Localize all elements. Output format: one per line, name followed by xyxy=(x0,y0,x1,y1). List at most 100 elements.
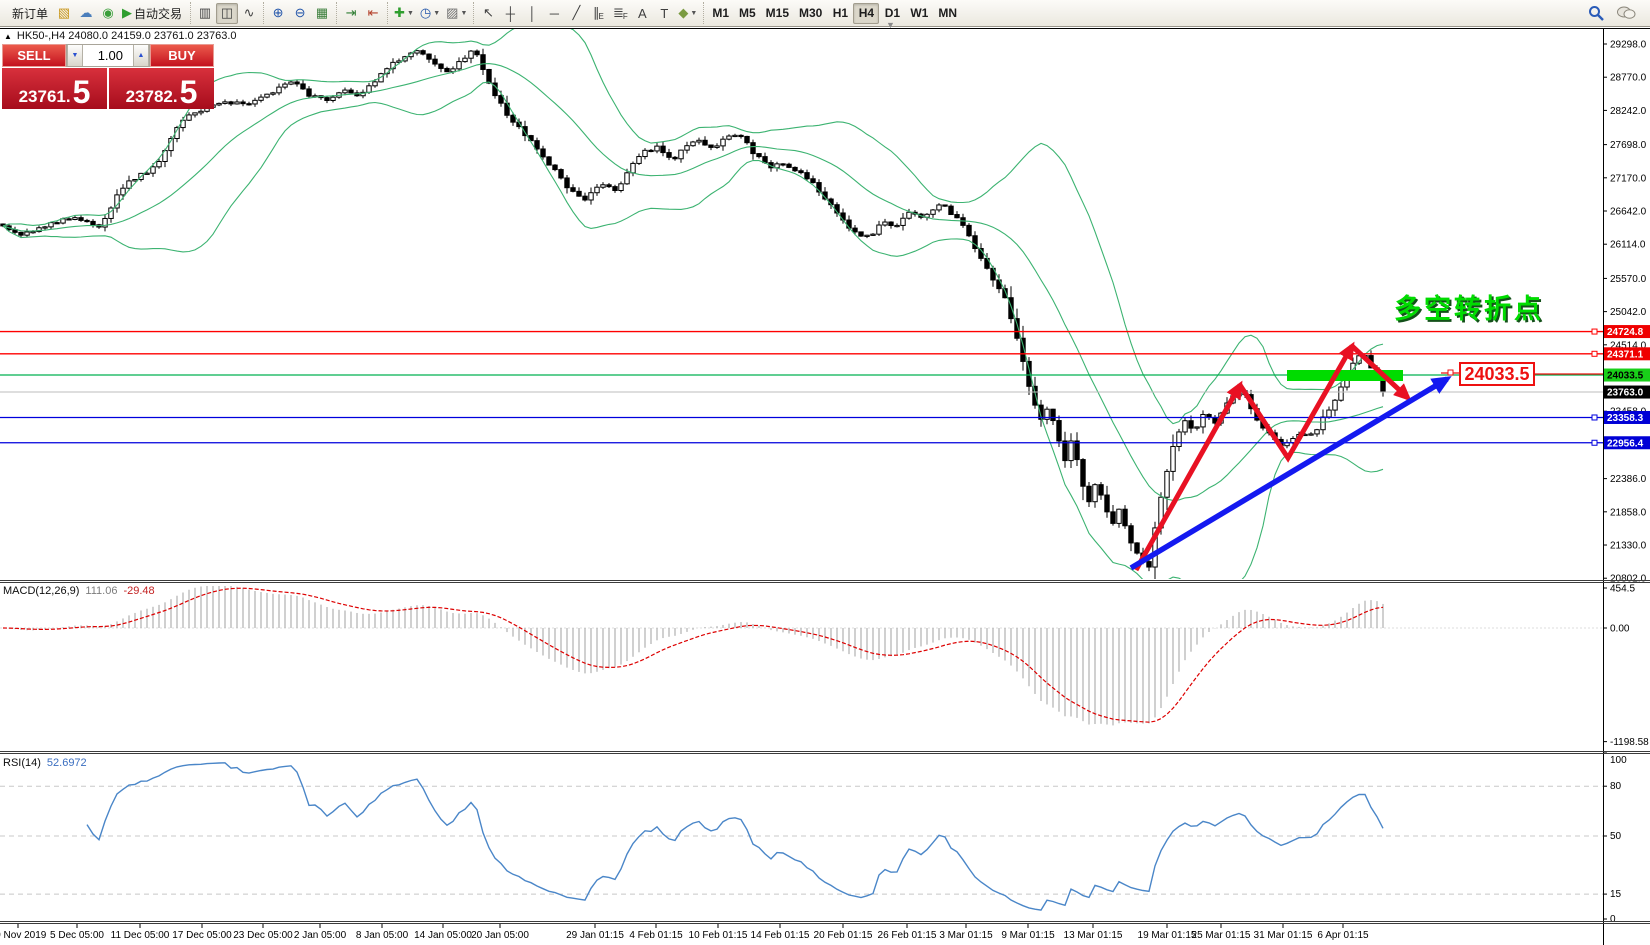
caret-down-icon: ▼ xyxy=(460,9,468,17)
crosshair-icon[interactable]: ┼ xyxy=(499,3,521,24)
panel-splitter-arrow[interactable]: ▼ xyxy=(886,20,895,30)
zoom-in-icon[interactable]: ⊕ xyxy=(267,3,289,24)
bollinger-upper-line xyxy=(2,29,1384,425)
sell-price-display[interactable]: 23761 . 5 xyxy=(2,68,107,109)
chat-icon[interactable] xyxy=(1616,5,1636,21)
trendline-icon: ╱ xyxy=(572,5,581,20)
label-icon[interactable]: T xyxy=(653,3,675,24)
support-line-22956-4-handle[interactable] xyxy=(1591,439,1598,446)
timeframe-mn[interactable]: MN xyxy=(933,3,962,24)
sell-button[interactable]: SELL xyxy=(2,44,66,67)
timeframe-m5[interactable]: M5 xyxy=(734,3,761,24)
price-callout-label[interactable]: 24033.5 xyxy=(1459,362,1535,386)
timeframe-h1[interactable]: H1 xyxy=(827,3,853,24)
crosshair-icon: ┼ xyxy=(505,5,515,21)
price-tick-label: 25570.0 xyxy=(1610,274,1647,285)
cursor-icon[interactable]: ↖ xyxy=(477,3,499,24)
macd-signal-value: -29.48 xyxy=(123,585,155,597)
callout-anchor-square xyxy=(1447,369,1454,376)
new-order-button[interactable]: 新订单 xyxy=(7,3,53,24)
date-tick-label: 9 Mar 01:15 xyxy=(1001,930,1055,941)
date-tick-label: 14 Feb 01:15 xyxy=(751,930,810,941)
red-zigzag-leg-3[interactable] xyxy=(1350,344,1412,402)
blue-trend-arrow[interactable] xyxy=(1129,376,1452,571)
search-icon[interactable] xyxy=(1588,5,1604,21)
rsi-tick-label: 80 xyxy=(1610,781,1622,792)
red-zigzag-leg-1[interactable] xyxy=(1133,380,1243,572)
timeframe-h4[interactable]: H4 xyxy=(853,2,880,24)
volume-increase-button[interactable]: ▲ xyxy=(133,45,149,66)
templates-button[interactable]: ▨ ▼ xyxy=(443,3,470,24)
vertical-line-icon[interactable]: │ xyxy=(521,3,543,24)
resistance-line-24724-8-badge-label: 24724.8 xyxy=(1607,327,1644,338)
pivot-line-24033-5-badge xyxy=(1604,368,1650,382)
timeframe-m1[interactable]: M1 xyxy=(707,3,734,24)
package-icon: ▧ xyxy=(57,5,71,20)
bar-chart-icon: ▥ xyxy=(198,5,212,20)
signal-icon[interactable]: ◉ xyxy=(97,3,119,24)
resistance-line-24371-1-badge xyxy=(1604,347,1650,361)
bollinger-lower-line xyxy=(2,81,1384,579)
autotrade-button[interactable]: ▶ 自动交易 xyxy=(119,3,187,24)
channel-icon: ∥ xyxy=(592,5,600,20)
timeframe-m15[interactable]: M15 xyxy=(761,3,794,24)
resistance-line-24724-8-handle[interactable] xyxy=(1591,328,1598,335)
date-tick-label: 19 Mar 01:15 xyxy=(1138,930,1197,941)
sell-price-main: 23761 xyxy=(18,87,66,106)
buy-price-main: 23782 xyxy=(125,87,173,106)
date-tick-label: 13 Mar 01:15 xyxy=(1064,930,1123,941)
macd-tick-label: 454.5 xyxy=(1610,584,1635,595)
package-icon[interactable]: ▧ xyxy=(53,3,75,24)
tile-windows-icon[interactable]: ▦ xyxy=(311,3,333,24)
timeframe-w1[interactable]: W1 xyxy=(905,3,933,24)
channel-icon[interactable]: ∥ E xyxy=(587,3,609,24)
pivot-annotation-text[interactable]: 多空转折点 xyxy=(1394,294,1544,324)
date-tick-label: 6 Apr 01:15 xyxy=(1317,930,1369,941)
horizontal-line-icon[interactable]: ─ xyxy=(543,3,565,24)
timeframe-d1[interactable]: D1 xyxy=(879,3,905,24)
trendline-icon[interactable]: ╱ xyxy=(565,3,587,24)
text-icon[interactable]: A xyxy=(631,3,653,24)
volume-decrease-button[interactable]: ▼ xyxy=(67,45,83,66)
zoom-in-icon: ⊕ xyxy=(272,5,284,20)
macd-value: 111.06 xyxy=(85,585,118,597)
buy-button[interactable]: BUY xyxy=(150,44,214,67)
line-chart-icon[interactable]: ∿ xyxy=(238,3,260,24)
volume-value[interactable]: 1.00 xyxy=(97,48,123,63)
indicators-button[interactable]: ✚ ▼ xyxy=(391,3,417,24)
arrows-icon[interactable]: ◆ ▼ xyxy=(675,3,700,24)
auto-scroll-icon[interactable]: ⇥ xyxy=(340,3,362,24)
macd-panel xyxy=(0,586,1603,726)
price-tick-label: 21330.0 xyxy=(1610,541,1647,552)
timeframe-m1-label: M1 xyxy=(712,6,729,20)
zoom-out-icon[interactable]: ⊖ xyxy=(289,3,311,24)
accounts-cloud-icon[interactable]: ☁ xyxy=(75,3,97,24)
bar-chart-icon[interactable]: ▥ xyxy=(194,3,216,24)
red-zigzag-leg-2[interactable] xyxy=(1237,341,1355,463)
candlestick-chart-icon[interactable]: ◫ xyxy=(216,2,239,24)
toolbar-group: M1 M5 M15 M30 H1 H4 D1 W1 MN xyxy=(703,2,965,24)
toolbar-group: ⇥ ⇤ xyxy=(336,2,387,24)
signal-icon: ◉ xyxy=(102,5,114,20)
indicators-button-glyph: ✚ xyxy=(394,5,405,20)
support-line-23358-3-handle[interactable] xyxy=(1591,414,1598,421)
green-zone-bar[interactable] xyxy=(1287,370,1403,381)
date-tick-label: 29 Jan 01:15 xyxy=(566,930,624,941)
volume-stepper[interactable]: ▼ 1.00 ▲ xyxy=(66,44,150,67)
fibonacci-icon[interactable]: ≣ F xyxy=(609,3,631,24)
chart-shift-icon[interactable]: ⇤ xyxy=(362,3,384,24)
timeframe-m30[interactable]: M30 xyxy=(794,3,827,24)
rsi-value: 52.6972 xyxy=(46,757,87,769)
periods-button[interactable]: ◷ ▼ xyxy=(417,3,443,24)
support-line-23358-3-badge-label: 23358.3 xyxy=(1607,413,1644,424)
resistance-line-24371-1-handle[interactable] xyxy=(1591,350,1598,357)
drawing-objects xyxy=(1129,341,1452,572)
templates-button-glyph: ▨ xyxy=(446,5,459,20)
toolbar-group: ↖ ┼ │ ─ ╱ ∥ E ≣ F A T ◆ ▼ xyxy=(473,2,703,24)
fibonacci-icon-sub: F xyxy=(622,12,628,21)
label-icon: T xyxy=(660,5,669,21)
date-tick-label: 4 Feb 01:15 xyxy=(629,930,683,941)
buy-price-display[interactable]: 23782 . 5 xyxy=(109,68,214,109)
